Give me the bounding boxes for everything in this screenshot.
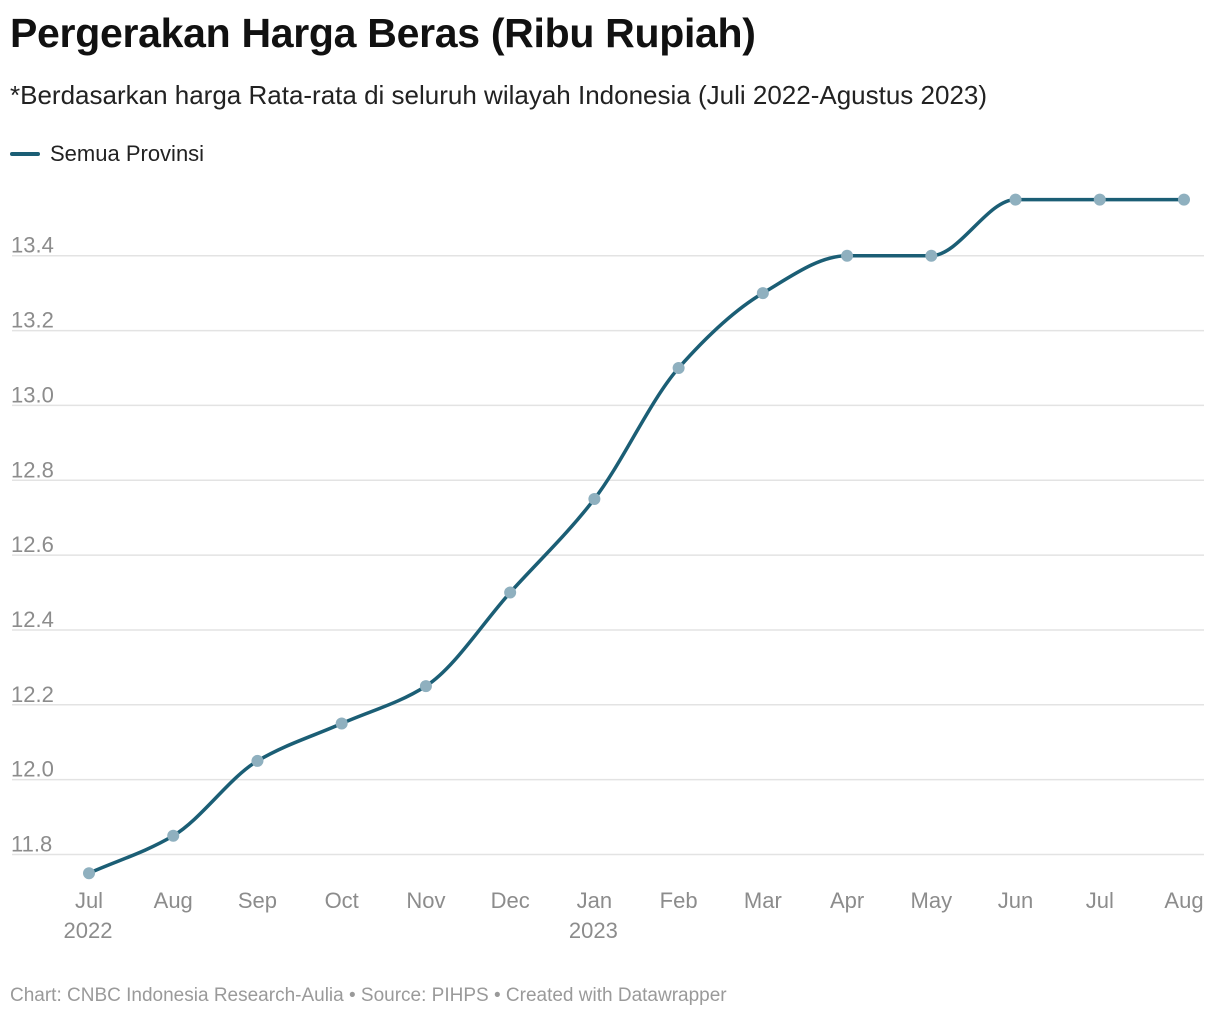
x-tick-label: Aug: [1164, 888, 1203, 913]
x-tick-label: Nov: [406, 888, 445, 913]
x-tick-label: Jun: [998, 888, 1033, 913]
chart-title: Pergerakan Harga Beras (Ribu Rupiah): [10, 10, 756, 56]
x-tick-label: Sep: [238, 888, 277, 913]
data-point: [841, 249, 854, 262]
y-tick-label: 12.0: [11, 757, 54, 782]
y-tick-label: 13.2: [11, 308, 54, 333]
x-tick-label: Jan: [577, 888, 612, 913]
legend: Semua Provinsi: [10, 141, 204, 167]
x-tick-year-label: 2023: [569, 918, 618, 943]
data-point: [1178, 193, 1190, 206]
x-axis-ticks: Jul 2022 Aug Sep Oct Nov Dec Jan 2023 Feb Mar Apr Ma…: [64, 888, 1204, 943]
chart-subtitle: *Berdasarkan harga Rata-rata di seluruh …: [10, 80, 988, 110]
y-axis-ticks: 11.8 12.0 12.2 12.4 12.6 12.8 13.0 13.2 13.4: [11, 233, 54, 857]
data-point: [504, 586, 517, 599]
y-tick-label: 12.2: [11, 682, 54, 707]
y-tick-label: 12.6: [11, 532, 54, 557]
legend-label: Semua Provinsi: [50, 141, 205, 166]
y-tick-label: 12.4: [11, 607, 54, 632]
x-tick-label: Dec: [491, 888, 530, 913]
data-point: [335, 717, 348, 730]
data-point: [756, 287, 769, 300]
x-tick-label: Jul: [75, 888, 103, 913]
x-tick-year-label: 2022: [64, 918, 113, 943]
data-point: [419, 680, 432, 693]
data-point: [1009, 193, 1022, 206]
x-tick-label: Feb: [660, 888, 698, 913]
data-point: [167, 829, 180, 842]
y-tick-label: 13.4: [11, 233, 54, 258]
data-points: [83, 193, 1190, 880]
data-point: [1093, 193, 1106, 206]
data-point: [83, 867, 95, 880]
chart-footer: Chart: CNBC Indonesia Research-Aulia • S…: [10, 985, 727, 1006]
data-point: [251, 754, 264, 767]
data-point: [672, 362, 685, 374]
legend-swatch: [10, 152, 40, 156]
x-tick-label: Oct: [325, 888, 359, 913]
x-tick-label: Jul: [1086, 888, 1114, 913]
x-tick-label: Mar: [744, 888, 782, 913]
x-tick-label: Apr: [830, 888, 864, 913]
series-line-semua-provinsi: [87, 197, 1186, 875]
data-point: [925, 249, 938, 262]
y-tick-label: 11.8: [11, 831, 52, 856]
data-point: [588, 492, 601, 505]
y-tick-label: 13.0: [11, 382, 54, 407]
x-tick-label: May: [911, 888, 953, 913]
y-tick-label: 12.8: [11, 457, 54, 482]
gridlines: [12, 254, 1204, 856]
x-tick-label: Aug: [154, 888, 193, 913]
